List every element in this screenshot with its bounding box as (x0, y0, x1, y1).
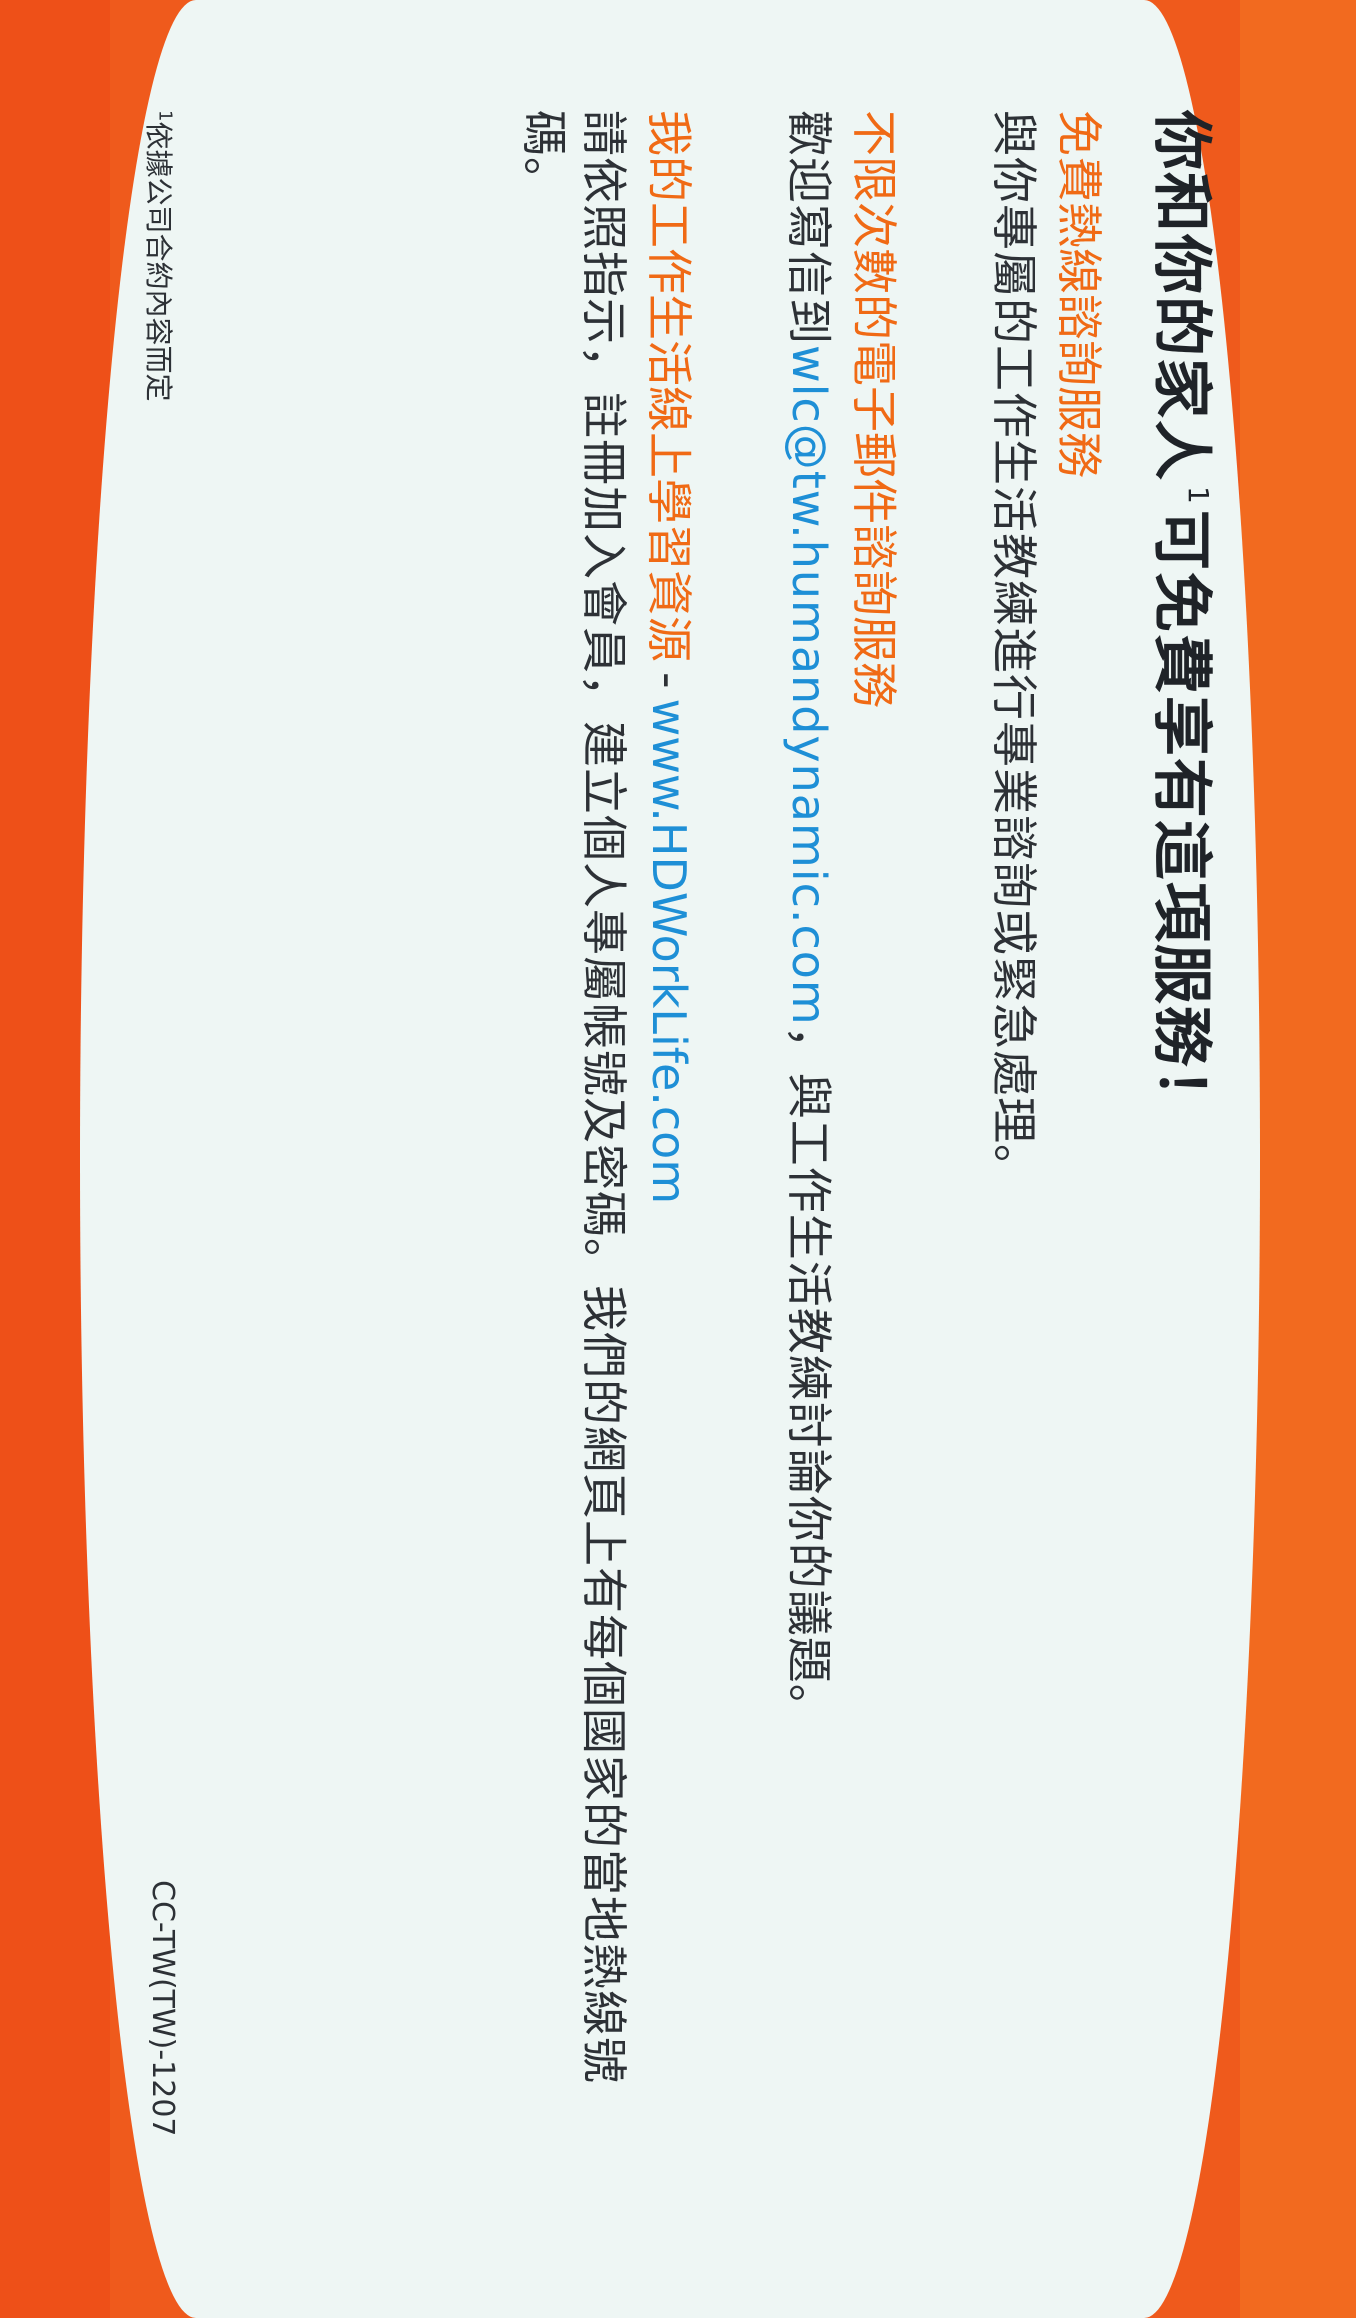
document-code: CC-TW(TW)-1207 (145, 1880, 180, 2137)
online-description-line1: 請依照指示，註冊加入會員，建立個人專屬帳號及密碼。我們的網頁上有每個國家的當地熱… (577, 110, 631, 2084)
title-footnote-marker: 1 (1182, 486, 1215, 506)
email-suffix: ，與工作生活教練討論你的議題。 (782, 1025, 836, 1731)
website-link[interactable]: www.HDWorkLife.com (642, 698, 696, 1205)
card-content: 你和你的家人 1 可免費享有這項服務！ 免費熱線諮詢服務 與你專屬的工作生活教練進行… (80, 70, 1240, 2250)
card-title: 你和你的家人 1 可免費享有這項服務！ (1143, 110, 1230, 1130)
online-heading-dash: - (642, 672, 696, 689)
title-after: 可免費享有這項服務！ (1146, 509, 1216, 1130)
footnote-text: 依據公司合約內容而定 (142, 121, 175, 402)
hotline-description: 與你專屬的工作生活教練進行專業諮詢或緊急處理。 (987, 110, 1041, 1191)
online-heading-text: 我的工作生活線上學習資源 (642, 110, 696, 662)
email-prefix: 歡迎寫信到 (782, 110, 836, 345)
card (80, 0, 1260, 2318)
footnote-marker: 1 (154, 110, 176, 122)
email-description: 歡迎寫信到wlc@tw.humandynamic.com，與工作生活教練討論你的… (779, 110, 845, 1731)
online-resources-heading: 我的工作生活線上學習資源 - www.HDWorkLife.com (639, 110, 705, 1204)
email-link[interactable]: wlc@tw.humandynamic.com (782, 345, 836, 1026)
email-heading: 不限次數的電子郵件諮詢服務 (847, 110, 901, 708)
title-before: 你和你的家人 (1146, 110, 1216, 482)
online-description-line2: 碼。 (517, 110, 571, 204)
hotline-heading: 免費熱線諮詢服務 (1052, 110, 1106, 478)
footnote: 1依據公司合約內容而定 (140, 110, 180, 401)
